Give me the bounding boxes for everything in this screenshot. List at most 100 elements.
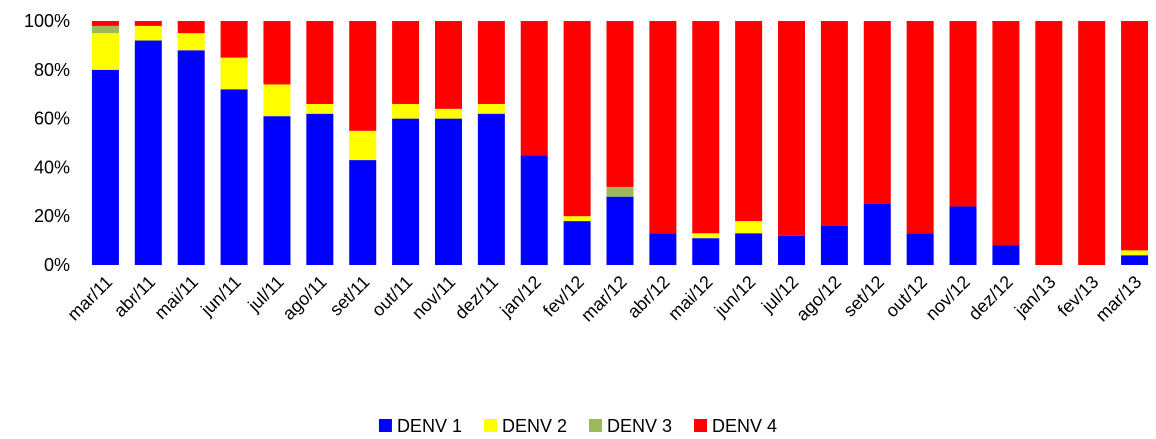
bar-segment — [1078, 21, 1106, 265]
bar-segment — [735, 233, 763, 265]
bar-segment — [392, 103, 420, 119]
bar-segment — [949, 21, 977, 207]
x-tick-label: jun/12 — [710, 272, 760, 322]
x-tick-label: nov/12 — [922, 272, 974, 324]
legend-label: DENV 2 — [502, 416, 567, 436]
x-tick-label: abr/11 — [110, 272, 159, 321]
x-tick-label: jan/13 — [1010, 272, 1060, 322]
x-tick-label: mai/11 — [151, 272, 202, 323]
x-tick-label: jun/11 — [196, 272, 245, 321]
bar-segment — [434, 118, 462, 265]
bar-segment — [949, 206, 977, 265]
bar-segment — [220, 21, 248, 58]
bar-segment — [220, 57, 248, 90]
x-tick-label: jan/12 — [496, 272, 546, 322]
x-tick-label: ago/12 — [792, 272, 845, 325]
bar-segment — [820, 225, 848, 265]
legend-label: DENV 4 — [712, 416, 777, 436]
bar-segment — [91, 21, 119, 26]
x-tick-label: out/12 — [881, 272, 931, 322]
x-tick-label: mai/12 — [664, 272, 716, 324]
bar-segment — [477, 103, 505, 114]
bar-segment — [306, 103, 334, 114]
bar-segment — [392, 21, 420, 104]
bar-segment — [992, 21, 1020, 246]
bar-segment — [349, 21, 377, 131]
bar-segment — [1035, 21, 1063, 265]
bar-segment — [863, 21, 891, 204]
bar-segment — [863, 204, 891, 265]
legend-swatch — [378, 419, 392, 432]
bar-segment — [91, 25, 119, 34]
bar-segment — [306, 113, 334, 265]
y-tick-label: 20% — [34, 206, 70, 226]
bar-segment — [649, 233, 677, 265]
bar-segment — [735, 221, 763, 234]
bar-segment — [992, 245, 1020, 265]
y-tick-label: 100% — [24, 11, 70, 31]
bar-segment — [649, 21, 677, 234]
bar-segment — [520, 21, 548, 156]
bar-segment — [177, 33, 205, 51]
x-tick-label: mar/12 — [577, 272, 631, 326]
x-tick-label: nov/11 — [408, 272, 459, 323]
bar-segment — [563, 216, 591, 222]
x-tick-label: mar/13 — [1092, 272, 1146, 326]
bar-segment — [520, 155, 548, 265]
y-tick-label: 40% — [34, 157, 70, 177]
bar-segment — [306, 21, 334, 104]
x-tick-label: set/12 — [839, 272, 888, 321]
bar-segment — [606, 186, 634, 197]
bar-segment — [692, 233, 720, 239]
bar-segment — [91, 33, 119, 70]
bar-segment — [1121, 21, 1149, 251]
bar-segment — [563, 221, 591, 265]
bar-segment — [220, 89, 248, 265]
legend-label: DENV 1 — [397, 416, 462, 436]
x-tick-label: abr/12 — [623, 272, 673, 322]
x-tick-label: dez/12 — [964, 272, 1016, 324]
legend-swatch — [589, 419, 602, 432]
bar-segment — [134, 21, 162, 26]
bar-segment — [134, 40, 162, 265]
bar-segment — [434, 21, 462, 109]
bar-segment — [134, 25, 162, 41]
legend-swatch — [483, 419, 497, 432]
bar-segment — [735, 21, 763, 222]
bar-segment — [177, 21, 205, 34]
bar-segment — [434, 108, 462, 119]
x-tick-label: ago/11 — [279, 272, 331, 324]
bar-segment — [606, 196, 634, 265]
bar-segment — [263, 84, 291, 117]
legend-label: DENV 3 — [607, 416, 672, 436]
y-tick-label: 80% — [34, 60, 70, 80]
bar-segment — [477, 21, 505, 104]
bar-segment — [392, 118, 420, 265]
bar-segment — [906, 21, 934, 234]
bar-segment — [263, 21, 291, 85]
y-tick-label: 0% — [44, 255, 70, 275]
bar-segment — [91, 69, 119, 265]
x-tick-label: dez/11 — [451, 272, 502, 323]
x-tick-label: set/11 — [326, 272, 374, 320]
bar-segment — [563, 21, 591, 217]
legend-swatch — [694, 419, 708, 432]
bar-segment — [1121, 255, 1149, 265]
bar-segment — [820, 21, 848, 226]
x-tick-label: out/11 — [368, 272, 417, 321]
bar-segment — [477, 113, 505, 265]
bar-segment — [349, 160, 377, 265]
bar-segment — [606, 21, 634, 187]
bar-segment — [778, 21, 806, 236]
bar-segment — [349, 130, 377, 161]
bar-segment — [692, 21, 720, 234]
bar-segment — [177, 50, 205, 265]
y-tick-label: 60% — [34, 109, 70, 129]
bar-segment — [778, 235, 806, 265]
bar-segment — [692, 238, 720, 265]
x-tick-label: mar/11 — [63, 272, 116, 325]
bar-segment — [1121, 250, 1149, 256]
bar-segment — [263, 116, 291, 265]
bar-segment — [906, 233, 934, 265]
